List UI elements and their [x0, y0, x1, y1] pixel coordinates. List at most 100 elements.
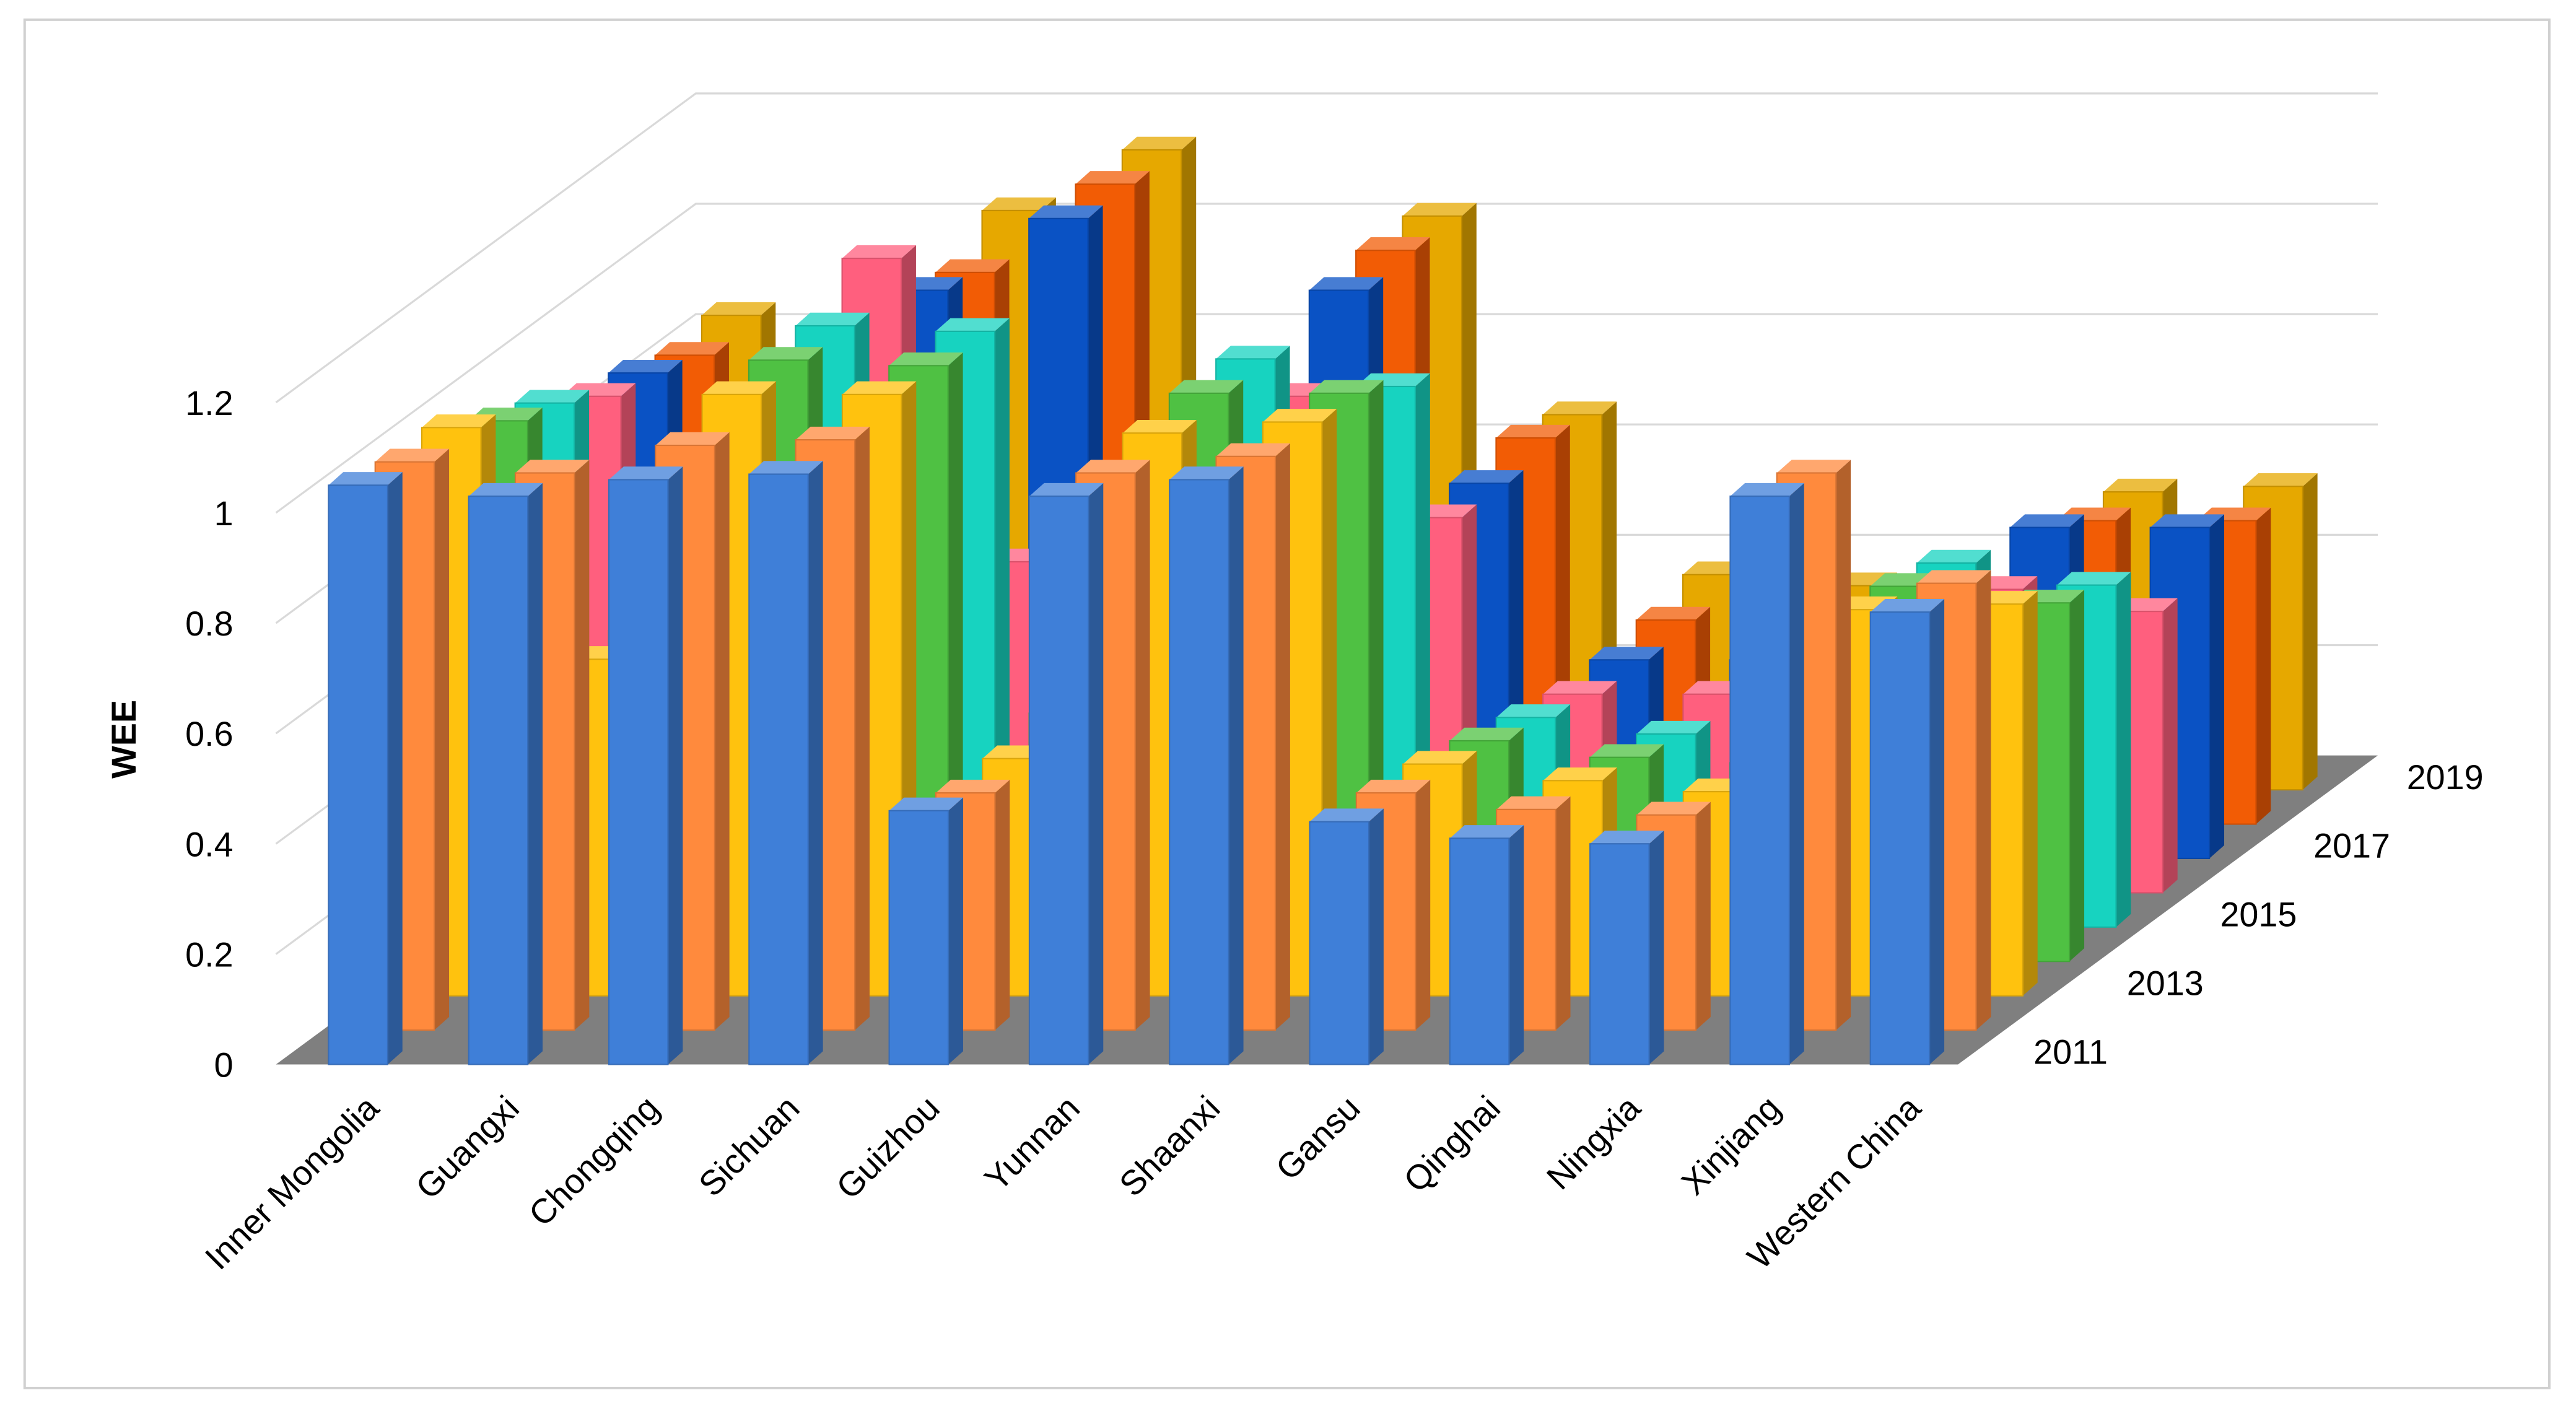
- bar-3d: [608, 466, 683, 1065]
- bar-side: [2069, 590, 2085, 962]
- bar-side: [1415, 779, 1431, 1031]
- bar-3d: [1589, 831, 1664, 1065]
- bar-3d: [888, 797, 963, 1065]
- bar-top: [1496, 796, 1571, 810]
- bar-top: [1449, 727, 1524, 741]
- bar: [1729, 496, 1790, 1065]
- bar-side: [995, 779, 1010, 1031]
- bar-top: [1917, 570, 1991, 583]
- bar-top: [2150, 514, 2224, 528]
- bar-top: [1870, 598, 1945, 613]
- bar-top: [2103, 478, 2178, 492]
- bar: [748, 473, 809, 1065]
- bar-top: [889, 352, 963, 366]
- bar-side: [1789, 483, 1804, 1065]
- y-tick-label: 0.8: [185, 605, 233, 643]
- series-label: 2011: [2033, 1033, 2108, 1071]
- bar-side: [434, 448, 450, 1031]
- y-axis-title: WEE: [105, 700, 143, 779]
- bar-top: [701, 302, 776, 316]
- bar-top: [609, 466, 683, 480]
- bar-3d: [1169, 466, 1244, 1065]
- bar-top: [935, 779, 1010, 793]
- bar-side: [1509, 825, 1524, 1065]
- bar-top: [655, 432, 730, 446]
- bar-top: [328, 472, 403, 486]
- bar-side: [528, 483, 543, 1065]
- bar-side: [2209, 514, 2224, 858]
- bar: [468, 496, 529, 1065]
- bar-top: [1309, 380, 1384, 393]
- bar-3d: [468, 483, 543, 1065]
- bar-top: [1590, 831, 1664, 844]
- bar-top: [1403, 751, 1477, 764]
- bar-side: [1228, 466, 1244, 1065]
- bar-top: [1356, 237, 1430, 251]
- bar-top: [1029, 205, 1103, 219]
- y-tick-label: 0: [214, 1046, 234, 1085]
- bar-top: [842, 245, 916, 259]
- bar-side: [1649, 831, 1664, 1065]
- bar-side: [1088, 483, 1104, 1065]
- bar-side: [1929, 598, 1945, 1065]
- bar-side: [1836, 460, 1851, 1031]
- bar-top: [1262, 409, 1337, 422]
- bar: [1589, 843, 1650, 1065]
- bar: [608, 479, 669, 1065]
- bar-top: [1076, 460, 1150, 473]
- bar-side: [2162, 598, 2178, 893]
- bar-top: [795, 312, 870, 326]
- bar-side: [808, 461, 823, 1065]
- bar-top: [1589, 744, 1664, 758]
- bar: [328, 484, 388, 1065]
- bar-top: [795, 426, 870, 440]
- bar-top: [1075, 171, 1150, 185]
- bar-top: [1449, 470, 1524, 484]
- bar: [1028, 496, 1089, 1065]
- bar-top: [1543, 681, 1617, 694]
- bar-side: [2256, 507, 2271, 824]
- bar-side: [1369, 808, 1384, 1065]
- bar-top: [1636, 720, 1711, 735]
- bar-top: [935, 259, 1010, 273]
- bar-top: [1356, 779, 1431, 793]
- bar-top: [1122, 136, 1197, 150]
- bar-top: [515, 460, 590, 473]
- bar-top: [1402, 203, 1477, 216]
- bar-top: [1916, 549, 1991, 563]
- bar-3d: [328, 472, 403, 1065]
- bar-side: [1695, 802, 1711, 1031]
- bar: [1449, 837, 1510, 1065]
- bar-top: [935, 318, 1010, 331]
- bar-top: [1309, 277, 1384, 290]
- bar-side: [574, 460, 590, 1031]
- bar-side: [387, 472, 403, 1065]
- bar-3d: [1309, 808, 1384, 1065]
- bar-top: [1216, 443, 1290, 456]
- bar-top: [1309, 808, 1384, 822]
- bar-3d: [748, 461, 823, 1065]
- bar-top: [702, 381, 776, 395]
- bar-top: [889, 797, 963, 811]
- bar-3d: [1028, 483, 1104, 1065]
- bar-side: [714, 432, 730, 1031]
- bar-top: [375, 448, 450, 462]
- y-tick-label: 1: [214, 494, 234, 533]
- bar-top: [468, 483, 543, 497]
- bar-top: [2243, 473, 2318, 487]
- bar-top: [1169, 466, 1244, 480]
- bar-side: [2302, 473, 2318, 790]
- bar-top: [982, 197, 1056, 211]
- series-label: 2019: [2407, 758, 2484, 797]
- bar-top: [1542, 401, 1617, 415]
- bar-top: [1543, 767, 1617, 781]
- bar-3d: [1449, 825, 1524, 1065]
- bar-top: [608, 359, 683, 374]
- bar-3d: [1729, 483, 1804, 1065]
- bar-top: [1496, 424, 1570, 439]
- grid-line: [275, 92, 2378, 404]
- bar-side: [1976, 570, 1991, 1031]
- bar-top: [1636, 802, 1711, 815]
